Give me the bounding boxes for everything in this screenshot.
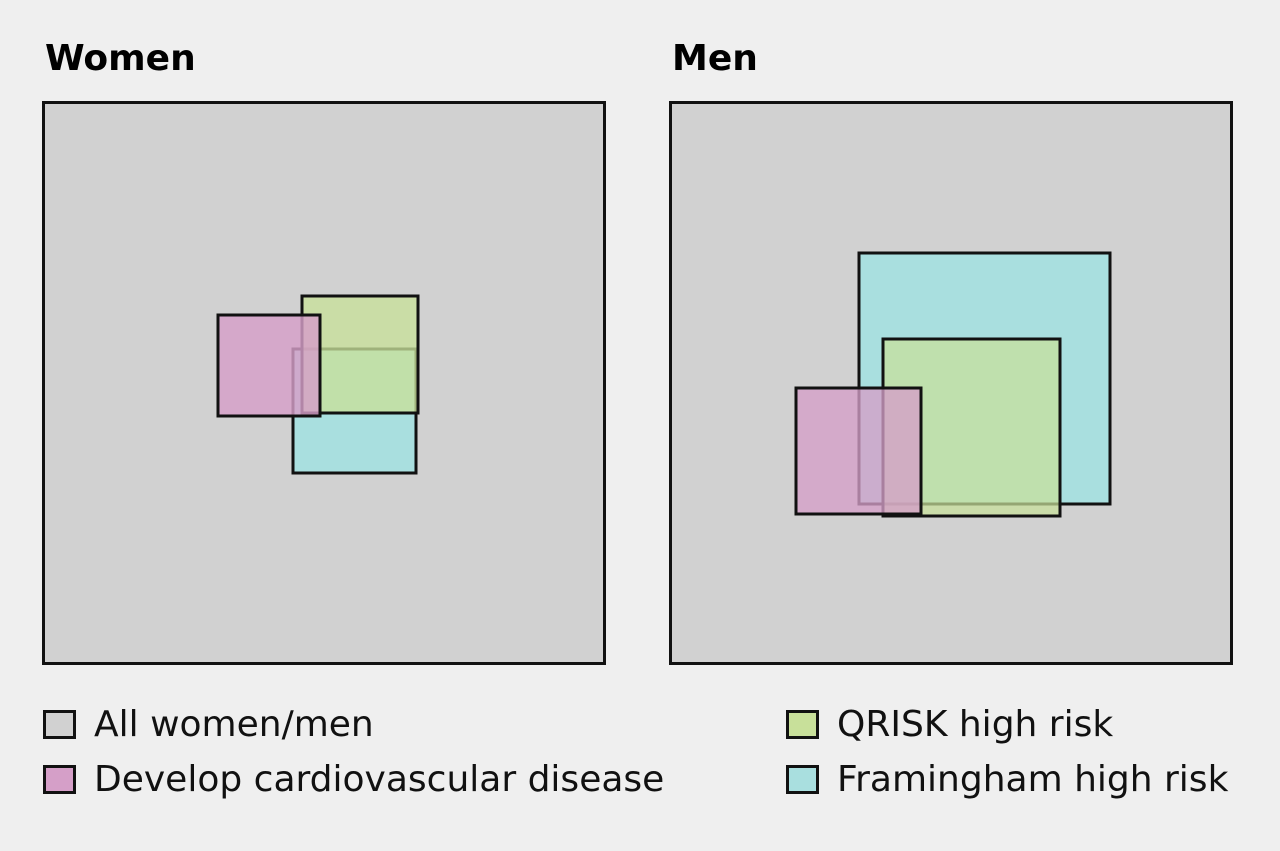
legend-swatch-all [43,709,76,739]
legend-item-qrisk: QRISK high risk [786,703,1114,745]
women-panel-title: Women [45,38,196,79]
women-diagram [42,101,606,665]
legend-label-cvd: Develop cardiovascular disease [94,758,665,800]
women-develop-cvd-square [216,313,322,418]
legend-swatch-qrisk [786,709,819,739]
men-develop-cvd-square [794,386,923,516]
legend-item-all: All women/men [43,703,374,745]
legend-label-all: All women/men [94,703,374,745]
men-panel-title: Men [672,38,758,79]
legend-swatch-framingham [786,764,819,794]
legend-label-framingham: Framingham high risk [837,758,1229,800]
legend-swatch-cvd [43,764,76,794]
legend-label-qrisk: QRISK high risk [837,703,1114,745]
legend-item-framingham: Framingham high risk [786,758,1229,800]
men-diagram [669,101,1233,665]
legend-item-cvd: Develop cardiovascular disease [43,758,665,800]
